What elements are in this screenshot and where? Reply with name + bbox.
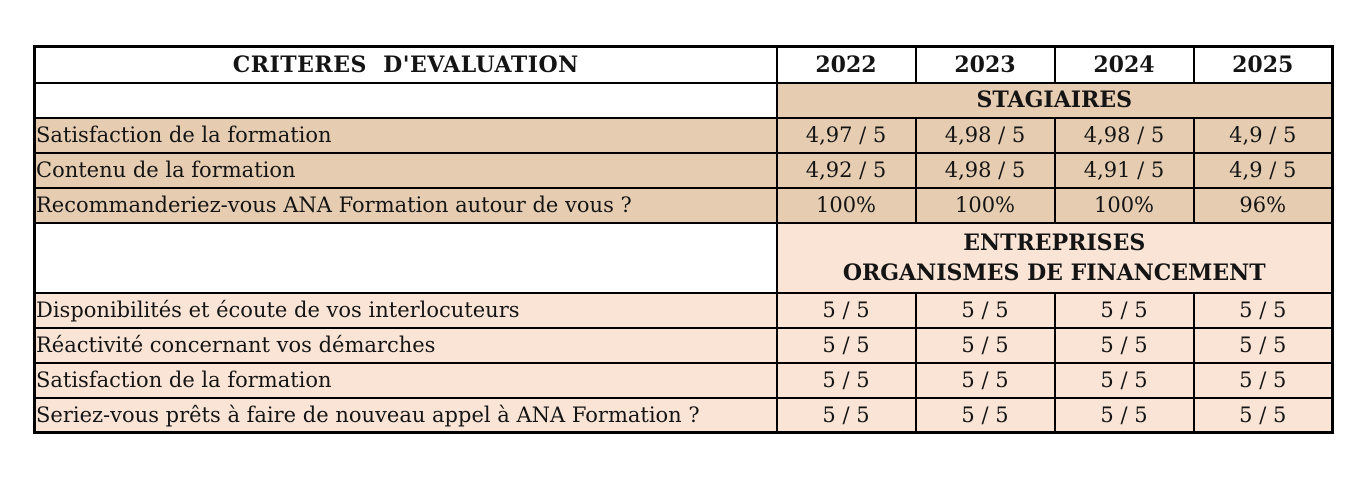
section-banner-row-entreprises: ENTREPRISES ORGANISMES DE FINANCEMENT [33,221,1334,294]
empty-cell [33,81,778,119]
table-row: Contenu de la formation 4,92 / 5 4,98 / … [33,151,1334,189]
section-banner-label: ENTREPRISES [963,229,1146,256]
section-banner-label: STAGIAIRES [976,87,1132,113]
value-cell: 5 / 5 [775,361,917,399]
value-cell: 4,98 / 5 [914,116,1056,154]
value-cell: 5 / 5 [914,326,1056,364]
value-cell: 4,92 / 5 [775,151,917,189]
year-header-2023: 2023 [914,45,1056,84]
section-banner-entreprises: ENTREPRISES ORGANISMES DE FINANCEMENT [775,221,1334,294]
value-cell: 5 / 5 [914,361,1056,399]
value-cell: 5 / 5 [1053,396,1195,434]
value-cell: 5 / 5 [1192,396,1334,434]
value-cell: 5 / 5 [775,326,917,364]
evaluation-table: CRITERES D'EVALUATION 2022 2023 2024 202… [33,45,1334,434]
value-cell: 5 / 5 [775,396,917,434]
value-cell: 5 / 5 [1053,326,1195,364]
table-row: Disponibilités et écoute de vos interloc… [33,291,1334,329]
value-cell: 4,9 / 5 [1192,151,1334,189]
table-row: Satisfaction de la formation 5 / 5 5 / 5… [33,361,1334,399]
value-cell: 100% [1053,186,1195,224]
criteria-cell: Satisfaction de la formation [33,116,778,154]
value-cell: 5 / 5 [914,291,1056,329]
criteria-header-cell: CRITERES D'EVALUATION [33,45,778,84]
value-cell: 4,97 / 5 [775,116,917,154]
value-cell: 5 / 5 [1053,361,1195,399]
criteria-cell: Satisfaction de la formation [33,361,778,399]
table-row: Seriez-vous prêts à faire de nouveau app… [33,396,1334,434]
evaluation-table-container: CRITERES D'EVALUATION 2022 2023 2024 202… [33,45,1334,434]
criteria-cell: Disponibilités et écoute de vos interloc… [33,291,778,329]
year-header-2024: 2024 [1053,45,1195,84]
value-cell: 4,9 / 5 [1192,116,1334,154]
section-banner-row-stagiaires: STAGIAIRES [33,81,1334,119]
table-header-row: CRITERES D'EVALUATION 2022 2023 2024 202… [33,45,1334,84]
value-cell: 5 / 5 [1192,326,1334,364]
value-cell: 5 / 5 [914,396,1056,434]
criteria-cell: Seriez-vous prêts à faire de nouveau app… [33,396,778,434]
table-row: Recommanderiez-vous ANA Formation autour… [33,186,1334,224]
value-cell: 4,98 / 5 [1053,116,1195,154]
value-cell: 5 / 5 [1192,361,1334,399]
year-header-2022: 2022 [775,45,917,84]
section-banner-label: ORGANISMES DE FINANCEMENT [842,259,1266,286]
year-header-2025: 2025 [1192,45,1334,84]
value-cell: 4,91 / 5 [1053,151,1195,189]
criteria-cell: Recommanderiez-vous ANA Formation autour… [33,186,778,224]
table-row: Réactivité concernant vos démarches 5 / … [33,326,1334,364]
criteria-cell: Réactivité concernant vos démarches [33,326,778,364]
value-cell: 5 / 5 [775,291,917,329]
value-cell: 5 / 5 [1053,291,1195,329]
value-cell: 100% [775,186,917,224]
table-row: Satisfaction de la formation 4,97 / 5 4,… [33,116,1334,154]
empty-cell [33,221,778,294]
value-cell: 4,98 / 5 [914,151,1056,189]
section-banner-stagiaires: STAGIAIRES [775,81,1334,119]
value-cell: 5 / 5 [1192,291,1334,329]
criteria-cell: Contenu de la formation [33,151,778,189]
value-cell: 96% [1192,186,1334,224]
value-cell: 100% [914,186,1056,224]
